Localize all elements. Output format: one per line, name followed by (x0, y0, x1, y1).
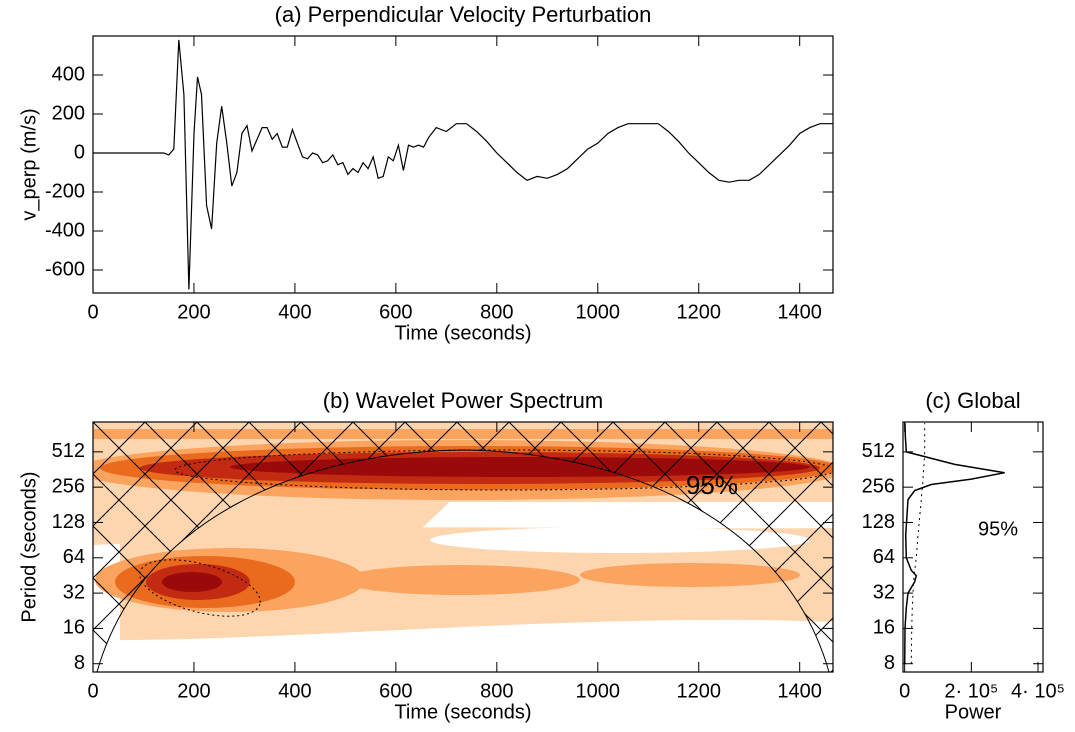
x-tick-label: 400 (278, 680, 311, 702)
y-tick-label: 256 (862, 475, 895, 497)
y-tick-label: 32 (63, 581, 85, 603)
y-tick-label: 0 (74, 141, 85, 163)
plot-frame (92, 35, 834, 294)
x-tick-label: 800 (480, 680, 513, 702)
y-tick-label: 16 (873, 617, 895, 639)
line-series (93, 39, 833, 290)
y-tick-label: 200 (52, 102, 85, 124)
x-tick-label: 200 (177, 680, 210, 702)
y-tick-label: 128 (862, 511, 895, 533)
x-tick-label: 400 (278, 301, 311, 323)
y-tick-label: 400 (52, 63, 85, 85)
cone-of-influence (96, 449, 830, 672)
annotation: 95% (978, 518, 1018, 540)
y-tick-label: -400 (45, 219, 85, 241)
x-tick-label: 4· 10⁵ (1011, 680, 1065, 702)
x-tick-label: 0 (899, 680, 910, 702)
x-tick-label: 1400 (777, 301, 822, 323)
annotation: 95% (686, 470, 738, 500)
y-tick-label: 64 (63, 546, 85, 568)
chart-title: (c) Global (925, 388, 1020, 413)
y-tick-label: 512 (862, 440, 895, 462)
x-axis-label: Power (945, 701, 1002, 723)
y-axis-label: Period (seconds) (18, 471, 40, 622)
chart-title: (b) Wavelet Power Spectrum (323, 388, 603, 413)
x-tick-label: 2· 10⁵ (944, 680, 998, 702)
plot-frame (902, 421, 1044, 673)
x-tick-label: 600 (379, 680, 412, 702)
x-tick-label: 800 (480, 301, 513, 323)
x-tick-label: 200 (177, 301, 210, 323)
wavelet-contours (93, 422, 833, 672)
x-axis-label: Time (seconds) (394, 322, 531, 344)
contour-level (580, 563, 800, 587)
line-series (910, 423, 926, 664)
y-tick-label: 64 (873, 546, 895, 568)
line-series (903, 423, 1005, 664)
y-tick-label: 8 (884, 652, 895, 674)
y-tick-label: -200 (45, 180, 85, 202)
y-tick-label: 32 (873, 581, 895, 603)
y-tick-label: 512 (52, 440, 85, 462)
x-tick-label: 0 (87, 680, 98, 702)
x-tick-label: 1200 (676, 301, 721, 323)
x-tick-label: 1400 (777, 680, 822, 702)
contour-level (162, 572, 222, 592)
y-tick-label: 16 (63, 617, 85, 639)
plot-frame (92, 421, 834, 673)
x-tick-label: 1000 (576, 680, 621, 702)
y-tick-label: 256 (52, 475, 85, 497)
x-tick-label: 600 (379, 301, 412, 323)
contour-level (340, 565, 580, 595)
x-axis-label: Time (seconds) (394, 701, 531, 723)
x-tick-label: 1000 (576, 301, 621, 323)
y-axis-label: v_perp (m/s) (18, 108, 40, 220)
y-tick-label: -600 (45, 258, 85, 280)
chart-title: (a) Perpendicular Velocity Perturbation (275, 2, 652, 27)
y-tick-label: 8 (74, 652, 85, 674)
contour-level (430, 527, 810, 553)
x-tick-label: 1200 (676, 680, 721, 702)
y-tick-label: 128 (52, 511, 85, 533)
x-tick-label: 0 (87, 301, 98, 323)
